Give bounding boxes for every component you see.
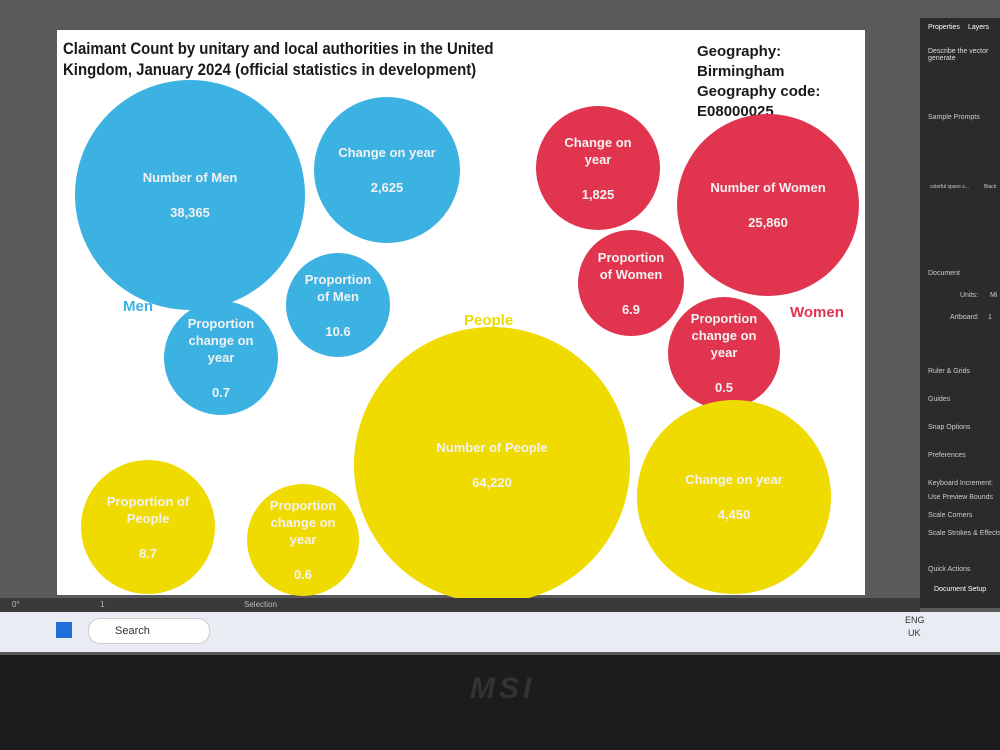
checkbox[interactable]: Scale Corners xyxy=(928,512,973,519)
bubble-value: 10.6 xyxy=(325,323,351,339)
bubble: Number of Women 25,860 xyxy=(677,114,859,296)
bubble: Proportion of Men 10.6 xyxy=(286,253,390,357)
rotation: 0° xyxy=(12,600,20,609)
units-label: Units: xyxy=(960,292,978,299)
bubble: Change on year 2,625 xyxy=(314,97,460,243)
bubble: Number of People 64,220 xyxy=(354,327,630,603)
geography: Geography: Birmingham Geography code: E0… xyxy=(697,42,865,122)
panel-tab[interactable]: Layers xyxy=(968,24,990,31)
bubble-value: 1,825 xyxy=(581,186,615,202)
bubble-value: 8.7 xyxy=(138,545,158,561)
bubble-value: 25,860 xyxy=(748,215,788,230)
bubble: Proportion of Women 6.9 xyxy=(578,230,684,336)
bubble-label: Change on year xyxy=(685,472,783,487)
bubble-value: 0.5 xyxy=(714,380,734,395)
region[interactable]: UK xyxy=(908,628,921,638)
bubble-value: 4,450 xyxy=(717,507,751,522)
bubble-label: Number of People xyxy=(436,440,548,455)
title: Claimant Count by unitary and local auth… xyxy=(63,39,494,79)
prompt-box[interactable]: Describe the vector generate xyxy=(928,48,989,62)
language[interactable]: ENG xyxy=(905,615,925,625)
bubble: Number of Men 38,365 xyxy=(75,80,305,310)
section-heading: Quick Actions xyxy=(928,566,971,573)
bezel-logo: MSI xyxy=(470,672,536,705)
artboard: Claimant Count by unitary and local auth… xyxy=(57,30,865,603)
bubble-label: Proportion change on year xyxy=(269,498,337,547)
start-button[interactable] xyxy=(56,622,72,638)
bubble: Proportion change on year 0.7 xyxy=(164,301,278,415)
checkbox[interactable]: Use Preview Bounds xyxy=(928,494,993,501)
current-tool: Selection xyxy=(244,600,277,609)
bubble-label: Change on year xyxy=(338,145,436,160)
status-bar: 0° 1 Selection xyxy=(0,598,920,612)
section-heading: Sample Prompts xyxy=(928,114,980,121)
sample-prompt[interactable]: colorful space s... xyxy=(930,184,969,190)
page-number[interactable]: 1 xyxy=(100,600,105,609)
bubble-label: Proportion of Men xyxy=(304,271,372,304)
artboard-value[interactable]: 1 xyxy=(988,314,992,321)
bubble-label: Change on year xyxy=(564,134,632,167)
bubble-label: Proportion change on year xyxy=(187,316,255,365)
bubble: Proportion change on year 0.5 xyxy=(668,297,780,409)
bubble-value: 0.6 xyxy=(293,567,313,582)
panel-item[interactable]: Keyboard Increment: xyxy=(928,480,993,487)
group-label: Men xyxy=(123,298,153,315)
panel-item[interactable]: Ruler & Grids xyxy=(928,368,971,375)
document-setup-button[interactable]: Document Setup xyxy=(934,586,987,593)
section-heading: Document xyxy=(928,270,960,277)
bubble: Proportion change on year 0.6 xyxy=(247,484,359,596)
sample-prompt[interactable]: Black xyxy=(984,184,997,190)
bubble-label: Proportion of Women xyxy=(597,249,665,282)
search-box[interactable]: Search xyxy=(88,618,210,644)
bubble: Change on year 1,825 xyxy=(536,106,660,230)
bubble-value: 6.9 xyxy=(621,301,641,317)
panel-item[interactable]: Guides xyxy=(928,396,951,403)
checkbox[interactable]: Scale Strokes & Effects xyxy=(928,530,1000,537)
bubble-label: Proportion change on year xyxy=(690,311,758,360)
group-label: People xyxy=(464,312,514,329)
units-value[interactable]: Mi xyxy=(990,292,998,299)
bubble-value: 2,625 xyxy=(370,180,404,195)
panel-item[interactable]: Preferences xyxy=(928,452,966,459)
bubble-label: Proportion of People xyxy=(106,493,190,526)
geography-code-label: Geography code: xyxy=(697,83,821,100)
bubble-label: Number of Women xyxy=(710,180,826,195)
bubble: Proportion of People 8.7 xyxy=(81,460,215,594)
bubble: Change on year 4,450 xyxy=(637,400,831,594)
properties-panel: Properties Layers Describe the vector gene… xyxy=(920,18,1000,608)
group-label: Women xyxy=(790,304,844,321)
search-text: Search xyxy=(115,625,150,637)
bubble-value: 64,220 xyxy=(472,475,512,490)
artboard-label: Artboard: xyxy=(950,314,979,321)
bubble-value: 0.7 xyxy=(211,385,231,400)
geography-name: Geography: Birmingham xyxy=(697,43,785,80)
panel-tab[interactable]: Properties xyxy=(928,24,960,31)
taskbar: Search ENG UK xyxy=(0,612,1000,652)
screen: Claimant Count by unitary and local auth… xyxy=(0,0,1000,655)
bubble-label: Number of Men xyxy=(142,170,238,185)
panel-item[interactable]: Snap Options xyxy=(928,424,971,431)
bubble-value: 38,365 xyxy=(170,205,210,220)
